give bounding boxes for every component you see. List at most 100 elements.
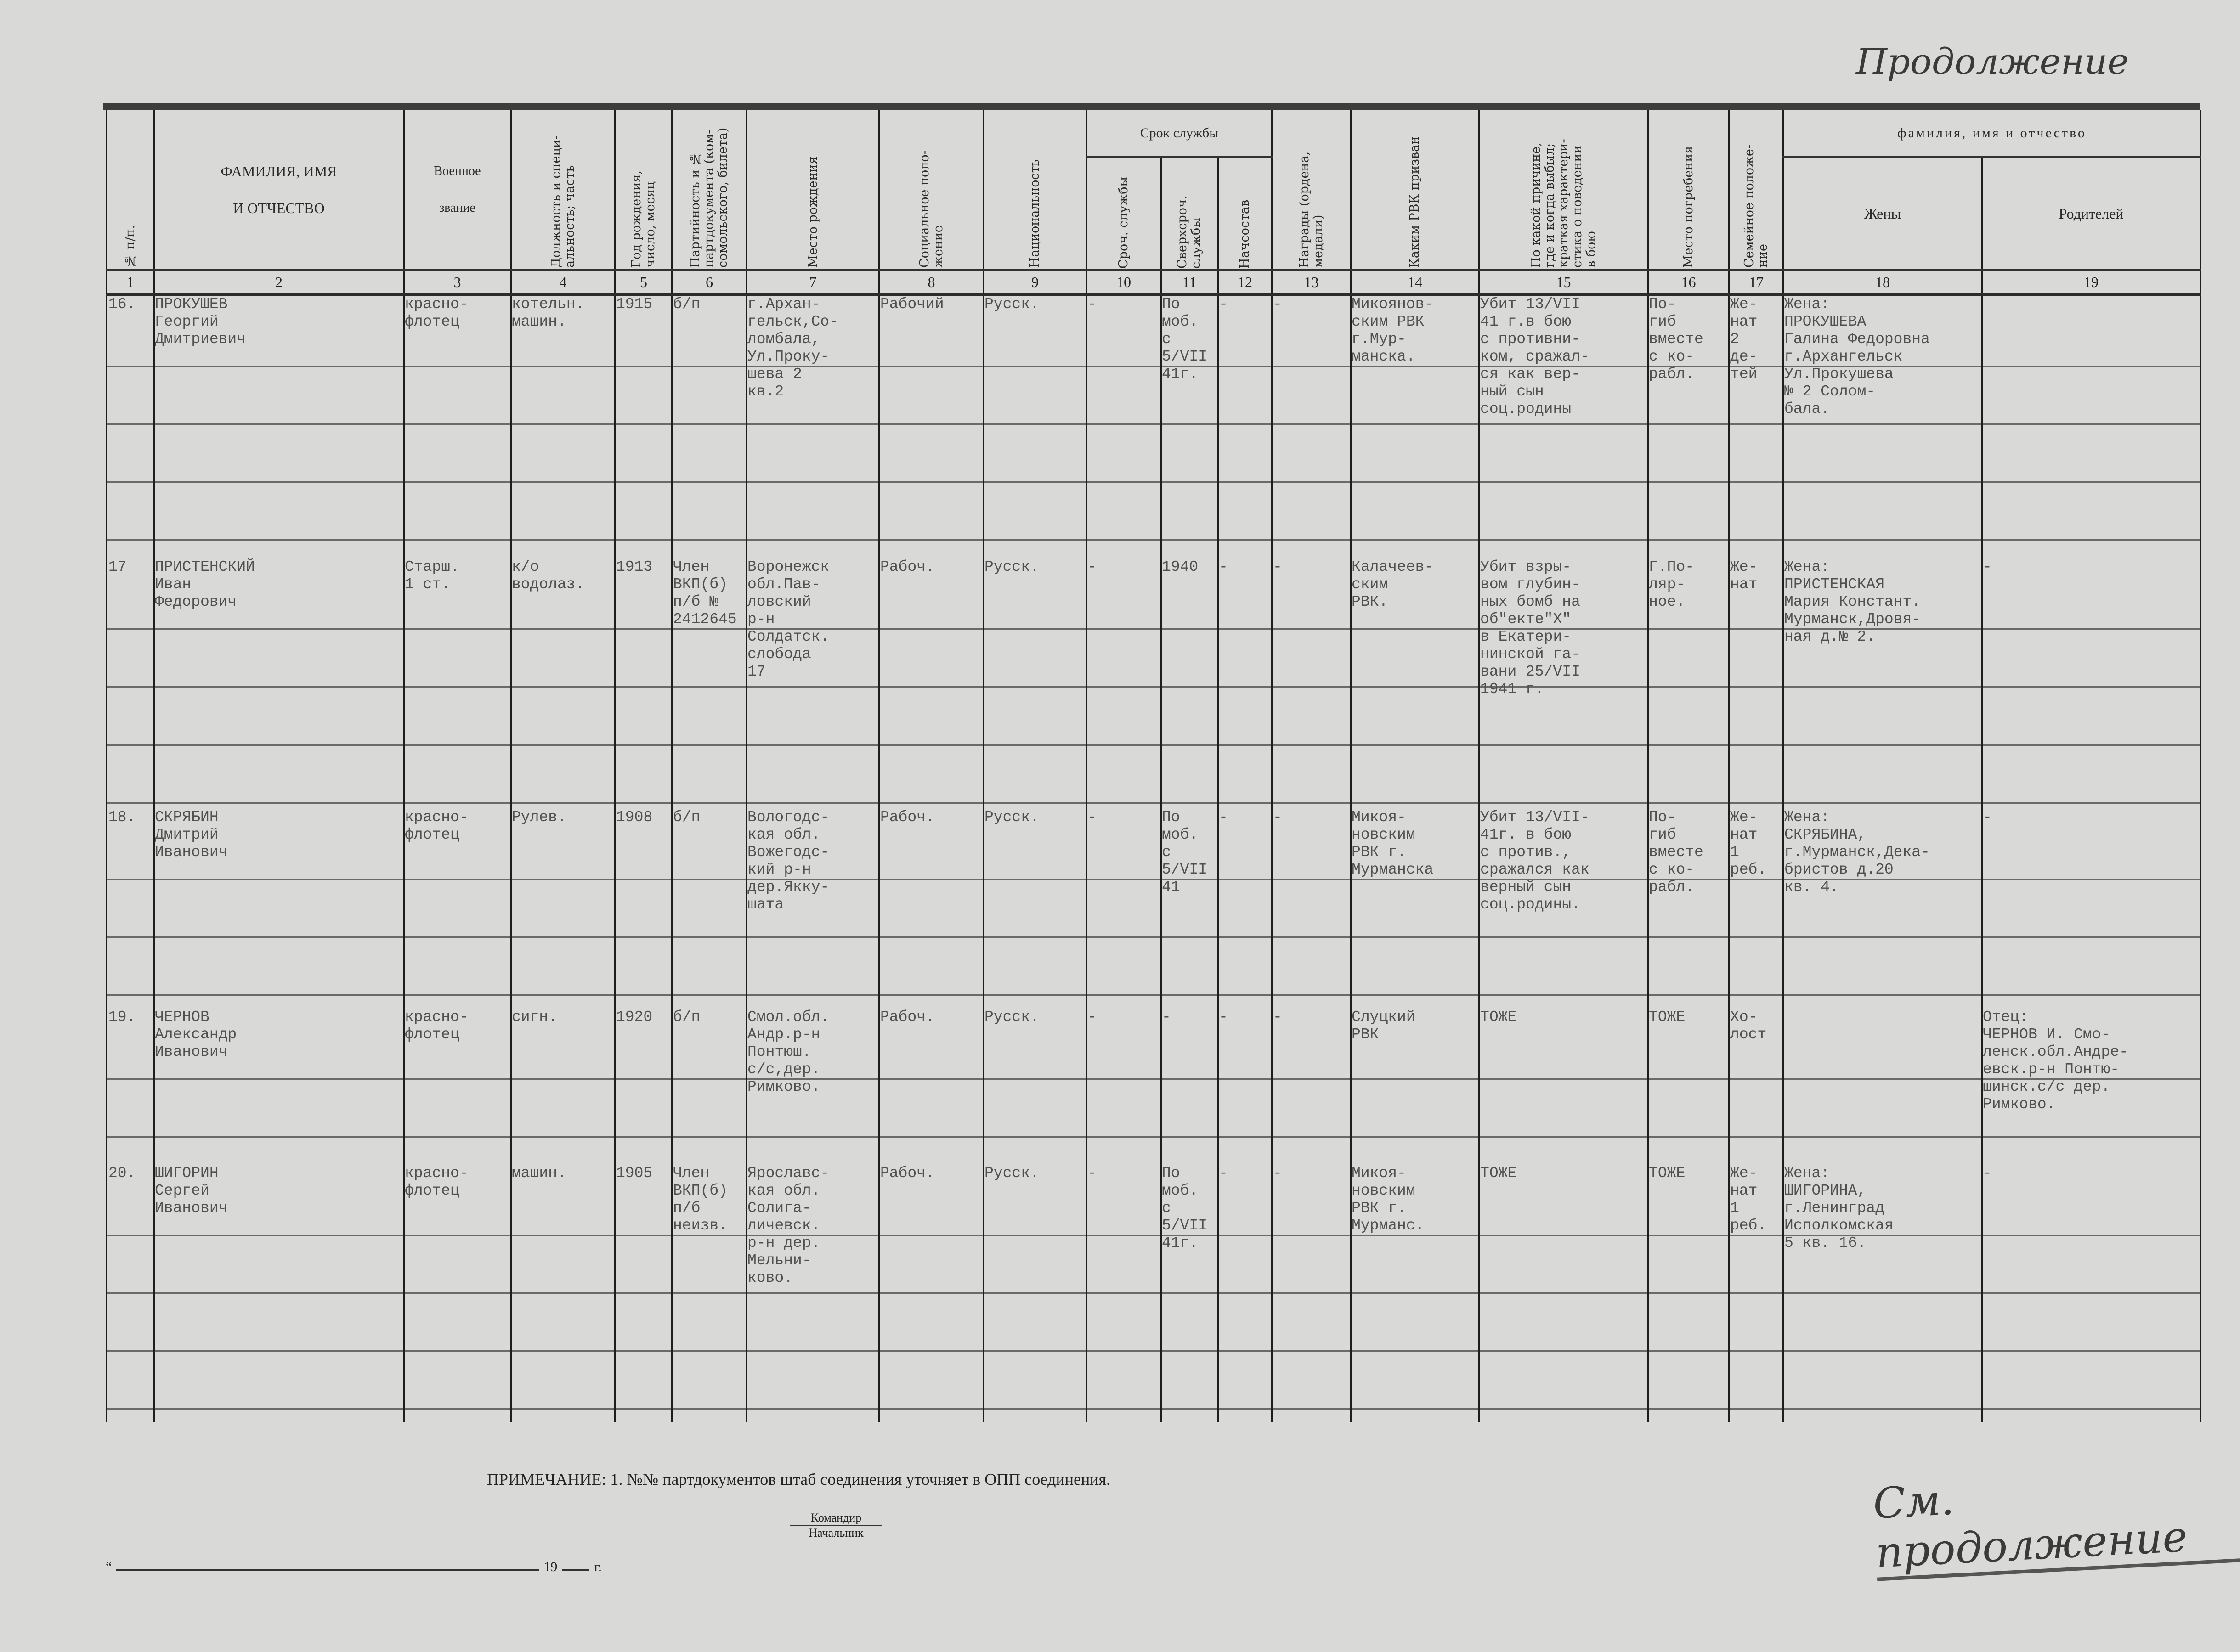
date-quote: “ [106, 1559, 112, 1574]
column-number: 4 [510, 270, 616, 296]
cell-col-4: котельн. машин. [510, 294, 616, 558]
cell-col-17: Же- нат 1 реб. [1728, 1165, 1785, 1422]
casualty-record-table: № п/п. ФАМИЛИЯ, ИМЯ И ОТЧЕСТВО Военное з… [106, 110, 2202, 1422]
date-suffix: г. [594, 1559, 602, 1574]
cell-col-17: Же- нат 1 реб. [1728, 809, 1785, 1009]
header-col-2: ФАМИЛИЯ, ИМЯ И ОТЧЕСТВО [153, 110, 405, 271]
header-col-1: № п/п. [106, 110, 155, 271]
header-col-8: Социальное поло- жение [878, 110, 984, 271]
cell-col-7: г.Архан- гельск,Со- ломбала, Ул.Проку- ш… [746, 294, 880, 558]
cell-col-16: По- гиб вместе с ко- рабл. [1647, 294, 1731, 558]
column-number: 17 [1728, 270, 1785, 296]
cell-col-8: Рабоч. [878, 1009, 984, 1165]
cell-col-15: ТОЖЕ [1478, 1165, 1649, 1422]
handwritten-see-continuation: См. продолжение [1872, 1460, 2240, 1581]
column-number: 18 [1782, 270, 1983, 296]
cell-col-18: Жена: ПРИСТЕНСКАЯ Мария Констант. Мурман… [1782, 558, 1983, 809]
cell-col-15: Убит 13/VII 41 г.в бою с противни- ком, … [1478, 294, 1649, 558]
cell-col-19: - [1981, 1165, 2202, 1422]
cell-col-9: Русск. [983, 558, 1087, 809]
commander-label: Командир [810, 1511, 862, 1524]
header-col-7: Место рождения [746, 110, 880, 271]
cell-col-17: Хо- лост [1728, 1009, 1785, 1165]
cell-col-11: По моб. с 5/VII 41 [1160, 809, 1219, 1009]
cell-col-5: 1908 [614, 809, 673, 1009]
cell-col-18: Жена: СКРЯБИНА, г.Мурманск,Дека- бристов… [1782, 809, 1983, 1009]
cell-col-2: ПРОКУШЕВ Георгий Дмитриевич [153, 294, 405, 558]
cell-col-1: 16. [106, 294, 155, 558]
cell-col-8: Рабочий [878, 294, 984, 558]
cell-col-19 [1981, 294, 2202, 558]
cell-col-13: - [1271, 809, 1352, 1009]
header-col-4: Должность и специ- альность; часть [510, 110, 616, 271]
cell-col-1: 20. [106, 1165, 155, 1422]
cell-col-16: Г.По- ляр- ное. [1647, 558, 1731, 809]
header-col-14: Каким РВК призван [1350, 110, 1481, 271]
header-col-18: Жены [1782, 157, 1983, 271]
cell-col-3: красно- флотец [403, 1165, 512, 1422]
cell-col-16: ТОЖЕ [1647, 1009, 1731, 1165]
cell-col-14: Микоя- новским РВК г. Мурманска [1350, 809, 1481, 1009]
cell-col-13: - [1271, 1009, 1352, 1165]
cell-col-4: Рулев. [510, 809, 616, 1009]
cell-col-17: Же- нат [1728, 558, 1785, 809]
column-number: 5 [614, 270, 673, 296]
cell-col-14: Микоя- новским РВК г. Мурманс. [1350, 1165, 1481, 1422]
cell-col-12: - [1216, 558, 1273, 809]
cell-col-9: Русск. [983, 1009, 1087, 1165]
cell-col-2: СКРЯБИН Дмитрий Иванович [153, 809, 405, 1009]
cell-col-1: 17 [106, 558, 155, 809]
cell-col-14: Слуцкий РВК [1350, 1009, 1481, 1165]
header-col-10: Сроч. службы [1086, 157, 1162, 271]
header-col-13: Награды (ордена, медали) [1271, 110, 1352, 271]
cell-col-7: Вологодс- кая обл. Вожегодс- кий р-н дер… [746, 809, 880, 1009]
cell-col-5: 1905 [614, 1165, 673, 1422]
header-col-17: Семейное положе- ние [1728, 110, 1785, 271]
cell-col-18: Жена: ПРОКУШЕВА Галина Федоровна г.Архан… [1782, 294, 1983, 558]
cell-col-1: 18. [106, 809, 155, 1009]
cell-col-8: Рабоч. [878, 1165, 984, 1422]
signature-title: Командир Начальник [790, 1511, 882, 1540]
column-number: 3 [403, 270, 512, 296]
cell-col-6: Член ВКП(б) п/б неизв. [671, 1165, 747, 1422]
cell-col-13: - [1271, 294, 1352, 558]
record-row: 20. ШИГОРИН Сергей Иванович красно- флотец… [106, 1165, 2202, 1422]
cell-col-3: красно- флотец [403, 809, 512, 1009]
record-row: 19. ЧЕРНОВ Александр Иванович красно- флот… [106, 1009, 2202, 1165]
cell-col-6: б/п [671, 1009, 747, 1165]
cell-col-6: Член ВКП(б) п/б № 2412645 [671, 558, 747, 809]
column-number-row: 1 2 3 4 5 6 7 8 9 10 11 12 13 14 15 16 17 18 19 [106, 270, 2202, 296]
column-number: 11 [1160, 270, 1219, 296]
cell-col-2: ПРИСТЕНСКИЙ Иван Федорович [153, 558, 405, 809]
cell-col-11: По моб. с 5/VII 41г. [1160, 294, 1219, 558]
cell-col-12: - [1216, 809, 1273, 1009]
header-group-names: фамилия, имя и отчество [1782, 110, 2202, 158]
cell-col-18 [1782, 1009, 1983, 1165]
cell-col-12: - [1216, 294, 1273, 558]
column-number: 8 [878, 270, 984, 296]
date-year: 19 [543, 1559, 558, 1574]
cell-col-4: сигн. [510, 1009, 616, 1165]
cell-col-13: - [1271, 558, 1352, 809]
header-col-12: Начсостав [1216, 157, 1273, 271]
cell-col-14: Микоянов- ским РВК г.Мур- манска. [1350, 294, 1481, 558]
cell-col-5: 1913 [614, 558, 673, 809]
cell-col-6: б/п [671, 294, 747, 558]
cell-col-4: к/о водолаз. [510, 558, 616, 809]
column-number: 9 [983, 270, 1087, 296]
cell-col-10: - [1086, 1009, 1162, 1165]
cell-col-16: ТОЖЕ [1647, 1165, 1731, 1422]
cell-col-14: Калачеев- ским РВК. [1350, 558, 1481, 809]
header-col-6: Партийность и № партдокумента (ком- сомо… [671, 110, 747, 271]
cell-col-15: Убит взры- вом глубин- ных бомб на об"ек… [1478, 558, 1649, 809]
cell-col-10: - [1086, 1165, 1162, 1422]
column-number: 7 [746, 270, 880, 296]
cell-col-19: - [1981, 558, 2202, 809]
cell-col-3: красно- флотец [403, 294, 512, 558]
cell-col-11: 1940 [1160, 558, 1219, 809]
cell-col-16: По- гиб вместе с ко- рабл. [1647, 809, 1731, 1009]
cell-col-9: Русск. [983, 809, 1087, 1009]
cell-col-8: Рабоч. [878, 809, 984, 1009]
column-number: 12 [1216, 270, 1273, 296]
header-col-3: Военное звание [403, 110, 512, 271]
